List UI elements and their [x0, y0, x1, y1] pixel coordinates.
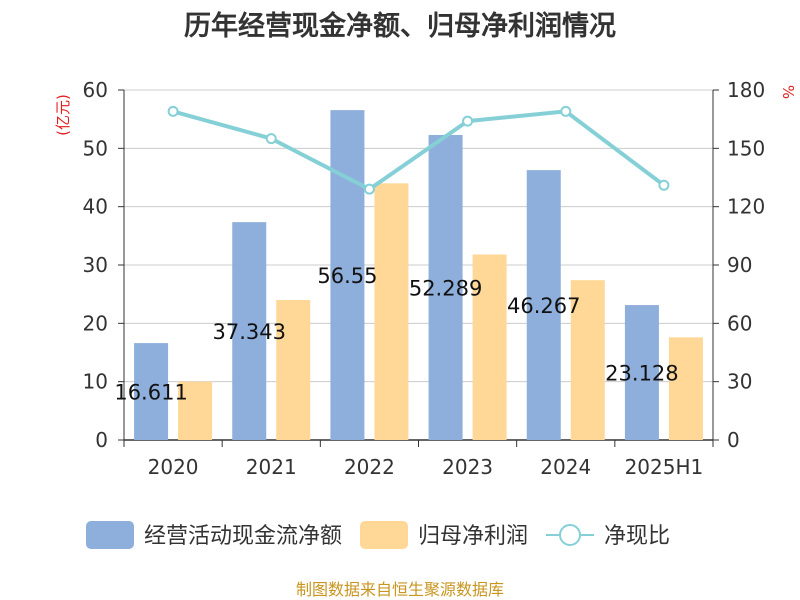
- y-right-tick-label: 150: [727, 136, 765, 160]
- y-right-tick-label: 120: [727, 195, 765, 219]
- y-left-tick-label: 30: [83, 253, 108, 277]
- bar: [276, 300, 311, 440]
- x-tick-label: 2021: [246, 455, 297, 479]
- x-tick-label: 2022: [344, 455, 395, 479]
- ratio-line: [172, 109, 666, 192]
- y-right-unit: %: [779, 85, 797, 99]
- chart-title: 历年经营现金净额、归母净利润情况: [184, 11, 616, 42]
- x-tick-label: 2024: [540, 455, 591, 479]
- bar-data-label: 56.55: [317, 264, 377, 288]
- bar-data-label: 46.267: [507, 294, 580, 318]
- legend-label: 经营活动现金流净额: [144, 524, 342, 549]
- ratio-point: [560, 105, 572, 117]
- bar: [570, 280, 605, 440]
- y-left-tick-label: 10: [83, 370, 108, 394]
- y-right-tick-label: 0: [727, 428, 740, 452]
- legend-label: 净现比: [604, 524, 670, 549]
- bar: [232, 222, 267, 440]
- bar: [178, 381, 213, 440]
- y-right-tick-label: 180: [727, 78, 765, 102]
- y-right-tick-label: 60: [727, 311, 752, 335]
- ratio-point: [265, 133, 277, 145]
- ratio-point: [658, 179, 670, 191]
- bar-data-label: 37.343: [213, 320, 286, 344]
- y-left-tick-label: 0: [95, 428, 108, 452]
- y-left-unit: (亿元): [54, 94, 72, 136]
- bar: [526, 170, 561, 440]
- bar-data-label: 52.289: [409, 276, 482, 300]
- y-left-tick-label: 50: [83, 136, 108, 160]
- legend-swatch: [360, 521, 408, 549]
- bar: [374, 183, 409, 441]
- ratio-point: [363, 183, 375, 195]
- y-right-tick-label: 90: [727, 253, 752, 277]
- y-left-tick-label: 40: [83, 195, 108, 219]
- legend-swatch: [86, 521, 134, 549]
- x-tick-label: 2020: [148, 455, 199, 479]
- bar: [624, 305, 659, 440]
- y-left-tick-label: 20: [83, 311, 108, 335]
- bar-data-label: 23.128: [605, 362, 678, 386]
- y-left-tick-label: 60: [83, 78, 108, 102]
- ratio-point: [462, 115, 474, 127]
- bar: [134, 343, 169, 440]
- bar: [330, 110, 365, 440]
- bar-data-label: 16.611: [114, 381, 187, 405]
- legend-label: 归母净利润: [418, 524, 528, 549]
- bar: [472, 254, 507, 440]
- x-tick-label: 2023: [442, 455, 493, 479]
- source-note: 制图数据来自恒生聚源数据库: [295, 580, 504, 599]
- bar: [428, 134, 463, 440]
- legend-swatch-marker: [559, 524, 581, 546]
- bar: [668, 337, 703, 440]
- ratio-point: [167, 105, 179, 117]
- x-tick-label: 2025H1: [625, 455, 704, 479]
- y-right-tick-label: 30: [727, 370, 752, 394]
